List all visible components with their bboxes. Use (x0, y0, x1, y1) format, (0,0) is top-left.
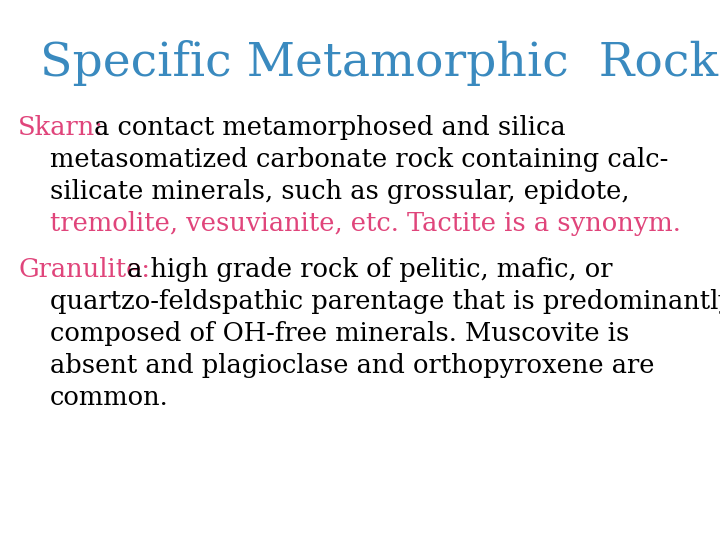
Text: metasomatized carbonate rock containing calc-: metasomatized carbonate rock containing … (50, 147, 668, 172)
Text: Granulite:: Granulite: (18, 257, 150, 282)
Text: a contact metamorphosed and silica: a contact metamorphosed and silica (86, 115, 566, 140)
Text: a high grade rock of pelitic, mafic, or: a high grade rock of pelitic, mafic, or (119, 257, 613, 282)
Text: Skarn:: Skarn: (18, 115, 104, 140)
Text: common.: common. (50, 385, 168, 410)
Text: absent and plagioclase and orthopyroxene are: absent and plagioclase and orthopyroxene… (50, 353, 654, 378)
Text: Specific Metamorphic  Rock Types: Specific Metamorphic Rock Types (40, 40, 720, 86)
Text: silicate minerals, such as grossular, epidote,: silicate minerals, such as grossular, ep… (50, 179, 629, 204)
Text: composed of OH-free minerals. Muscovite is: composed of OH-free minerals. Muscovite … (50, 321, 629, 346)
Text: tremolite, vesuvianite, etc. Tactite is a synonym.: tremolite, vesuvianite, etc. Tactite is … (50, 211, 681, 236)
Text: quartzo-feldspathic parentage that is predominantly: quartzo-feldspathic parentage that is pr… (50, 289, 720, 314)
